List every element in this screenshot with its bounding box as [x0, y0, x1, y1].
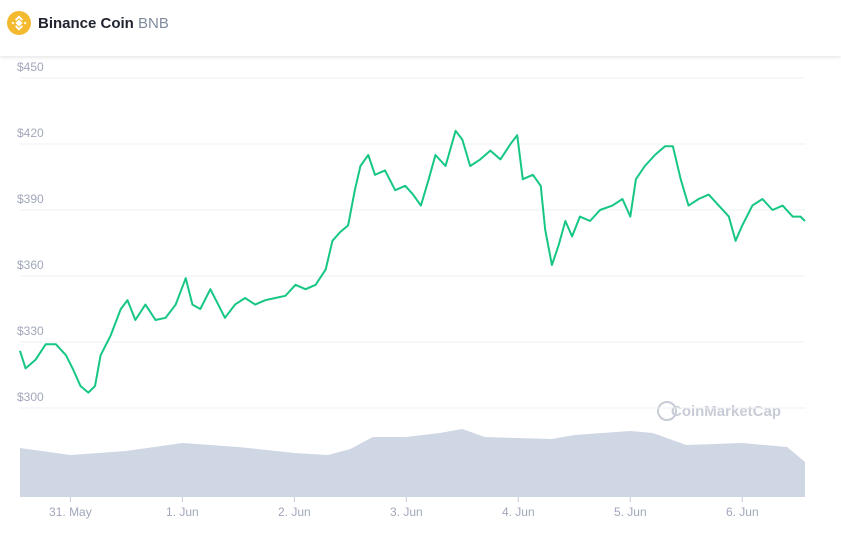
- y-tick-label: $300: [17, 390, 44, 404]
- x-tick-label: 5. Jun: [614, 505, 647, 519]
- header: Binance Coin BNB: [0, 0, 841, 56]
- x-tick-label: 31. May: [49, 505, 92, 519]
- watermark-logo: [657, 401, 677, 421]
- x-tick-label: 4. Jun: [502, 505, 535, 519]
- y-tick-label: $450: [17, 60, 44, 74]
- x-tick-label: 6. Jun: [726, 505, 759, 519]
- y-tick-label: $330: [17, 324, 44, 338]
- y-tick-label: $360: [17, 258, 44, 272]
- x-tick-label: 1. Jun: [166, 505, 199, 519]
- volume-area: [20, 429, 805, 497]
- x-tick-label: 3. Jun: [390, 505, 423, 519]
- y-tick-label: $390: [17, 192, 44, 206]
- coin-icon: [7, 11, 31, 35]
- coin-name: Binance Coin: [38, 15, 134, 32]
- watermark: CoinMarketCap: [671, 403, 781, 420]
- price-line: [19, 129, 806, 394]
- coin-symbol: BNB: [138, 15, 169, 32]
- x-tick-label: 2. Jun: [278, 505, 311, 519]
- y-tick-label: $420: [17, 126, 44, 140]
